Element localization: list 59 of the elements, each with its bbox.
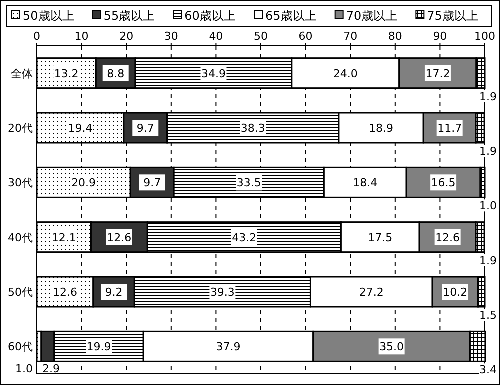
data-label: 3.4: [480, 364, 497, 377]
data-label: 1.5: [480, 309, 497, 322]
x-tick-label: 40: [209, 30, 224, 43]
x-tick-label: 10: [74, 30, 89, 43]
y-tick-label: 20代: [8, 122, 33, 135]
x-tick-label: 90: [433, 30, 448, 43]
data-label: 13.2: [54, 67, 79, 80]
legend-label: 55歳以上: [104, 9, 156, 23]
data-label: 19.9: [86, 340, 112, 354]
data-label: 1.0: [16, 362, 33, 376]
data-label: 18.9: [369, 122, 394, 135]
y-tick-label: 40代: [8, 231, 33, 244]
data-label: 12.6: [52, 286, 78, 299]
x-tick-label: 60: [298, 30, 313, 43]
data-label: 16.5: [431, 176, 456, 190]
data-label: 24.0: [333, 67, 358, 80]
data-label: 8.8: [107, 67, 125, 80]
data-label: 1.9: [480, 90, 497, 104]
data-label: 1.9: [480, 254, 497, 268]
legend-label: 65歳以上: [266, 9, 317, 23]
x-tick-label: 0: [34, 30, 40, 43]
data-label: 34.9: [201, 67, 226, 80]
data-label: 35.0: [380, 340, 404, 354]
data-label: 12.6: [436, 231, 460, 244]
data-label: 1.9: [480, 145, 497, 158]
data-label: 39.3: [210, 286, 235, 299]
legend-label: 50歳以上: [23, 9, 74, 23]
data-label: 33.5: [236, 176, 262, 190]
y-tick-label: 50代: [8, 286, 33, 299]
x-tick-label: 80: [388, 30, 402, 43]
data-label: 11.7: [438, 122, 462, 135]
data-label: 17.5: [368, 231, 393, 244]
data-label: 20.9: [72, 176, 96, 190]
legend-label: 75歳以上: [427, 9, 478, 23]
x-tick-label: 100: [474, 30, 496, 43]
data-label: 18.4: [353, 176, 378, 190]
data-label: 10.2: [443, 286, 468, 299]
data-label: 9.7: [144, 176, 162, 190]
x-tick-label: 30: [164, 30, 178, 43]
y-tick-label: 全体: [11, 67, 33, 80]
y-tick-label: 30代: [8, 176, 33, 190]
data-label: 1.0: [480, 200, 497, 213]
data-label: 37.9: [216, 340, 241, 354]
x-tick-label: 50: [254, 30, 268, 43]
data-label: 43.2: [232, 231, 257, 244]
data-label: 27.2: [359, 286, 384, 299]
data-label: 2.9: [42, 362, 60, 376]
legend-label: 70歳以上: [346, 9, 398, 23]
x-tick-label: 70: [344, 30, 358, 43]
data-label: 38.3: [240, 122, 266, 135]
data-label: 12.6: [107, 231, 132, 244]
legend-label: 60歳以上: [184, 9, 236, 23]
data-label: 19.4: [68, 122, 93, 135]
data-label: 9.7: [136, 122, 154, 135]
y-tick-label: 60代: [8, 340, 33, 354]
x-tick-label: 20: [120, 30, 134, 43]
data-label: 9.2: [105, 286, 123, 299]
data-label: 12.1: [52, 231, 76, 244]
data-label: 17.2: [426, 67, 450, 80]
